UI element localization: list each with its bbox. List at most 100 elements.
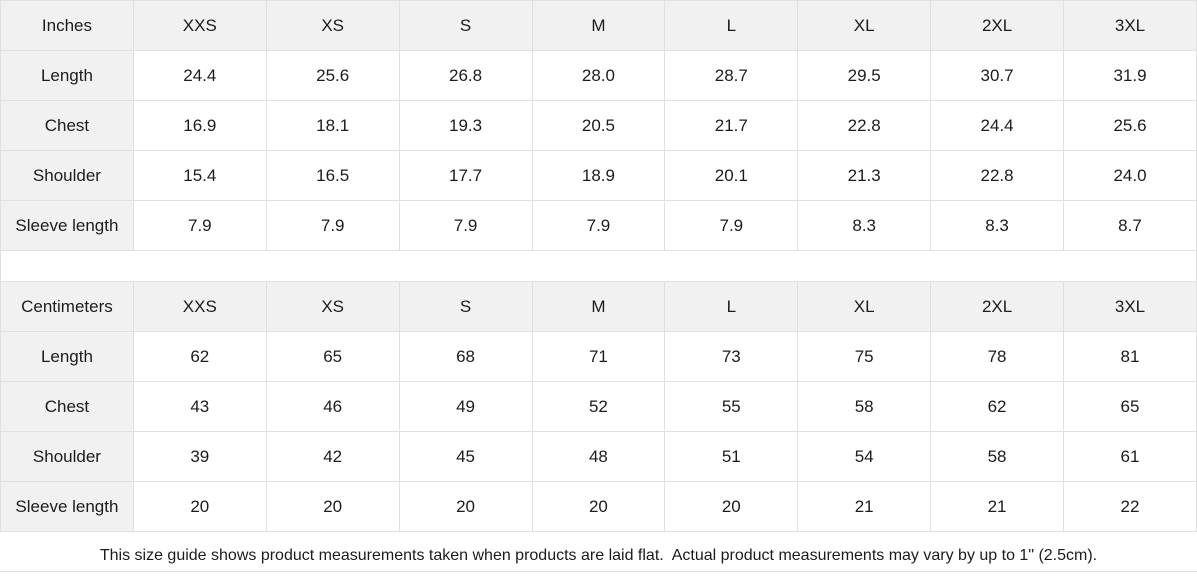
measurement-cell: 24.0 <box>1063 150 1197 201</box>
header-row: Centimeters XXS XS S M L XL 2XL 3XL <box>0 281 1197 332</box>
measurement-cell: 20.5 <box>531 100 666 151</box>
measurement-cell: 42 <box>265 431 400 482</box>
size-guide-footer: This size guide shows product measuremen… <box>0 532 1197 572</box>
size-header-cell: XXS <box>132 281 267 332</box>
measurement-cell: 73 <box>664 331 799 382</box>
measurement-cell: 19.3 <box>398 100 533 151</box>
measurement-cell: 20 <box>531 481 666 532</box>
measurement-cell: 51 <box>664 431 799 482</box>
measurement-cell: 8.3 <box>930 200 1064 251</box>
measurement-cell: 62 <box>930 381 1064 432</box>
size-header-cell: XXS <box>132 0 267 51</box>
measurement-cell: 7.9 <box>398 200 533 251</box>
size-table-centimeters: Centimeters XXS XS S M L XL 2XL 3XL Length 62 65 68 7… <box>0 281 1197 532</box>
measurement-cell: 43 <box>132 381 267 432</box>
measurement-cell: 22 <box>1063 481 1197 532</box>
measurement-cell: 65 <box>1063 381 1197 432</box>
row-label-cell: Chest <box>0 100 134 151</box>
row-label-cell: Length <box>0 331 134 382</box>
unit-label-centimeters: Centimeters <box>0 281 134 332</box>
measurement-cell: 49 <box>398 381 533 432</box>
size-header-cell: 2XL <box>930 281 1064 332</box>
row-label-cell: Length <box>0 50 134 101</box>
measurement-cell: 18.1 <box>265 100 400 151</box>
size-header-cell: M <box>531 0 666 51</box>
measurement-cell: 29.5 <box>797 50 932 101</box>
measurement-cell: 20.1 <box>664 150 799 201</box>
size-header-cell: L <box>664 281 799 332</box>
size-header-cell: 3XL <box>1063 0 1197 51</box>
size-header-cell: XS <box>265 0 400 51</box>
table-row: Shoulder 15.4 16.5 17.7 18.9 20.1 21.3 22.8 24.0 <box>0 150 1197 201</box>
measurement-cell: 20 <box>664 481 799 532</box>
measurement-cell: 21 <box>797 481 932 532</box>
measurement-cell: 20 <box>398 481 533 532</box>
measurement-cell: 81 <box>1063 331 1197 382</box>
measurement-cell: 65 <box>265 331 400 382</box>
measurement-cell: 7.9 <box>132 200 267 251</box>
size-header-cell: S <box>398 281 533 332</box>
measurement-cell: 31.9 <box>1063 50 1197 101</box>
measurement-cell: 24.4 <box>132 50 267 101</box>
measurement-cell: 52 <box>531 381 666 432</box>
measurement-cell: 7.9 <box>664 200 799 251</box>
measurement-cell: 71 <box>531 331 666 382</box>
size-header-cell: XL <box>797 281 932 332</box>
header-row: Inches XXS XS S M L XL 2XL 3XL <box>0 0 1197 51</box>
measurement-cell: 54 <box>797 431 932 482</box>
measurement-cell: 21.3 <box>797 150 932 201</box>
size-header-cell: 3XL <box>1063 281 1197 332</box>
size-tables-container: Inches XXS XS S M L XL 2XL 3XL Length 24.4 25.6 26.8… <box>0 0 1197 532</box>
table-row: Chest 43 46 49 52 55 58 62 65 <box>0 381 1197 432</box>
size-header-cell: XL <box>797 0 932 51</box>
measurement-cell: 18.9 <box>531 150 666 201</box>
measurement-cell: 20 <box>132 481 267 532</box>
measurement-cell: 22.8 <box>930 150 1064 201</box>
measurement-cell: 55 <box>664 381 799 432</box>
table-row: Length 24.4 25.6 26.8 28.0 28.7 29.5 30.7 31.9 <box>0 50 1197 101</box>
measurement-cell: 21 <box>930 481 1064 532</box>
row-label-cell: Sleeve length <box>0 200 134 251</box>
measurement-cell: 8.3 <box>797 200 932 251</box>
measurement-cell: 61 <box>1063 431 1197 482</box>
size-header-cell: M <box>531 281 666 332</box>
size-header-cell: 2XL <box>930 0 1064 51</box>
measurement-cell: 7.9 <box>265 200 400 251</box>
measurement-cell: 15.4 <box>132 150 267 201</box>
row-label-cell: Shoulder <box>0 150 134 201</box>
measurement-cell: 21.7 <box>664 100 799 151</box>
measurement-cell: 28.7 <box>664 50 799 101</box>
measurement-cell: 75 <box>797 331 932 382</box>
measurement-cell: 68 <box>398 331 533 382</box>
measurement-cell: 7.9 <box>531 200 666 251</box>
unit-label-inches: Inches <box>0 0 134 51</box>
table-spacer <box>0 251 1197 281</box>
measurement-cell: 45 <box>398 431 533 482</box>
row-label-cell: Shoulder <box>0 431 134 482</box>
table-row: Sleeve length 20 20 20 20 20 21 21 22 <box>0 481 1197 532</box>
size-header-cell: S <box>398 0 533 51</box>
table-row: Chest 16.9 18.1 19.3 20.5 21.7 22.8 24.4 25.6 <box>0 100 1197 151</box>
table-row: Length 62 65 68 71 73 75 78 81 <box>0 331 1197 382</box>
footer-note: This size guide shows product measuremen… <box>99 546 1098 564</box>
measurement-cell: 46 <box>265 381 400 432</box>
table-row: Shoulder 39 42 45 48 51 54 58 61 <box>0 431 1197 482</box>
measurement-cell: 25.6 <box>1063 100 1197 151</box>
measurement-cell: 58 <box>797 381 932 432</box>
measurement-cell: 78 <box>930 331 1064 382</box>
measurement-cell: 22.8 <box>797 100 932 151</box>
measurement-cell: 39 <box>132 431 267 482</box>
measurement-cell: 30.7 <box>930 50 1064 101</box>
measurement-cell: 16.9 <box>132 100 267 151</box>
measurement-cell: 48 <box>531 431 666 482</box>
measurement-cell: 16.5 <box>265 150 400 201</box>
size-header-cell: L <box>664 0 799 51</box>
row-label-cell: Sleeve length <box>0 481 134 532</box>
size-header-cell: XS <box>265 281 400 332</box>
size-table-inches: Inches XXS XS S M L XL 2XL 3XL Length 24.4 25.6 26.8… <box>0 0 1197 251</box>
measurement-cell: 28.0 <box>531 50 666 101</box>
measurement-cell: 26.8 <box>398 50 533 101</box>
measurement-cell: 8.7 <box>1063 200 1197 251</box>
measurement-cell: 17.7 <box>398 150 533 201</box>
